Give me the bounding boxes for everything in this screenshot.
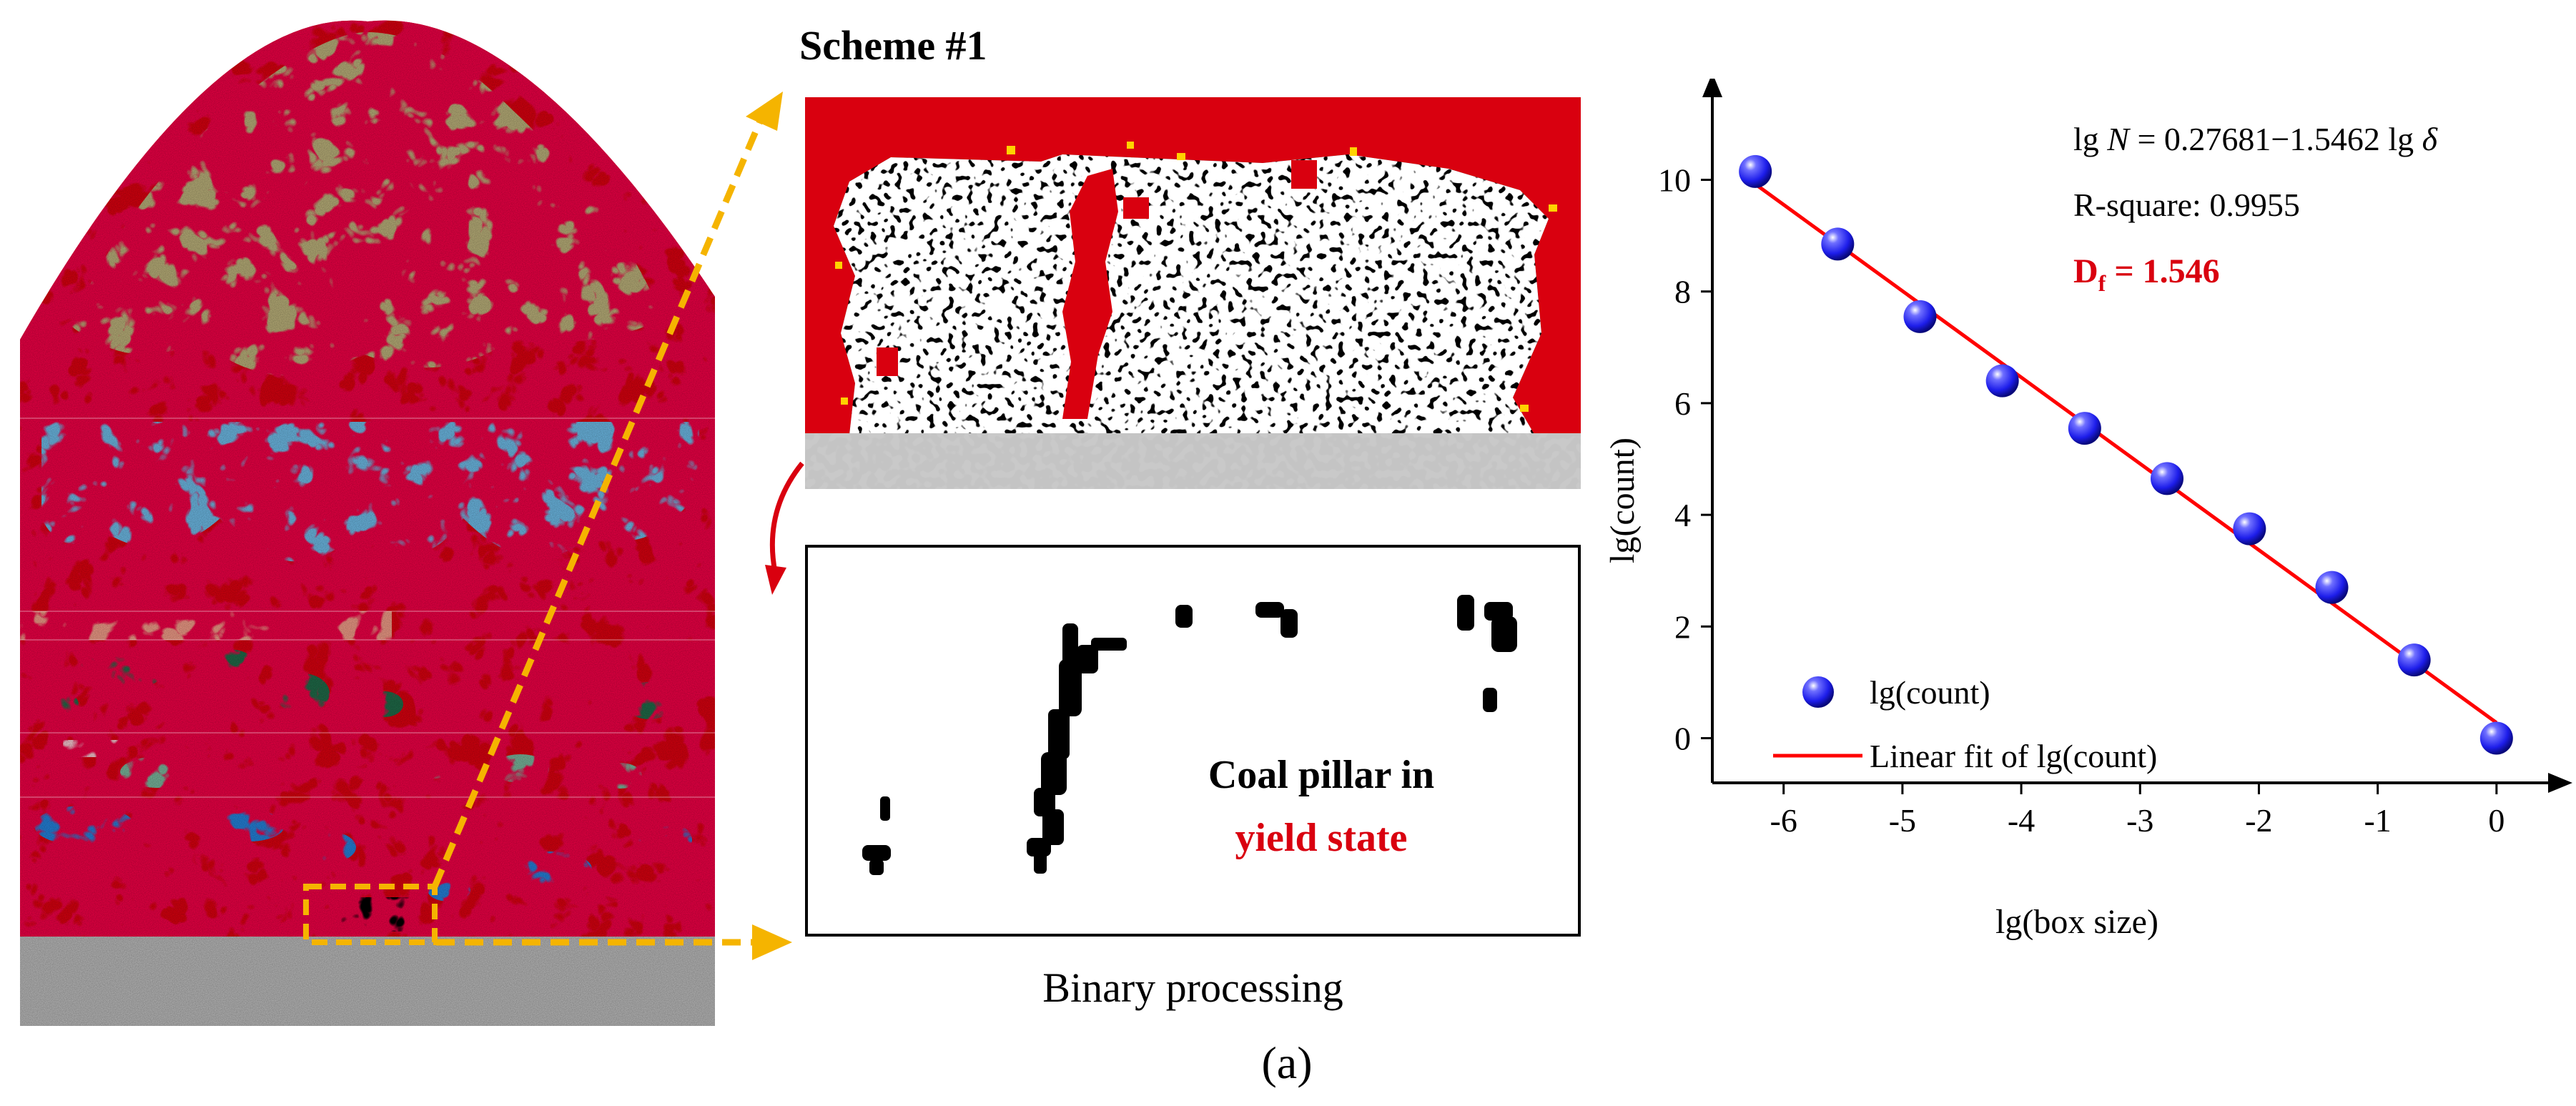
yield-cluster — [1491, 616, 1517, 652]
floor-particles — [805, 433, 1581, 489]
zoom-box — [303, 884, 438, 945]
x-tick-label: -3 — [2126, 802, 2153, 839]
y-tick-label: 10 — [1658, 162, 1691, 199]
figure-label: (a) — [1261, 1037, 1313, 1088]
particle-grain — [20, 20, 715, 1026]
edge-particle — [835, 262, 842, 269]
data-point — [2315, 571, 2349, 604]
edge-particle — [1007, 146, 1015, 154]
y-tick-label: 6 — [1674, 385, 1691, 422]
x-axis-arrowhead — [2548, 773, 2572, 793]
fractal-dimension: Df = 1.546 — [2073, 252, 2220, 296]
x-tick-label: -6 — [1770, 802, 1797, 839]
x-tick-label: -5 — [1889, 802, 1916, 839]
x-tick-label: -4 — [2008, 802, 2035, 839]
data-point — [1903, 300, 1937, 333]
data-point — [1985, 364, 2019, 398]
binary-image-panel: Coal pillar in yield state — [805, 545, 1581, 937]
pillar-particles — [834, 154, 1549, 448]
edge-particle — [1549, 204, 1557, 212]
data-point — [2397, 643, 2431, 677]
data-point — [2479, 721, 2513, 755]
data-point — [2150, 462, 2183, 495]
yield-cluster — [1484, 602, 1513, 621]
data-point — [1739, 154, 1772, 188]
pillar-label-line1: Coal pillar in — [1208, 753, 1434, 797]
yield-spot — [1291, 160, 1317, 189]
yield-cluster — [1041, 752, 1067, 795]
yield-spot — [1123, 197, 1149, 219]
legend-label-line: Linear fit of lg(count) — [1870, 738, 2157, 774]
yield-cluster — [1255, 602, 1284, 618]
edge-particle — [1350, 147, 1357, 156]
processing-arrow — [769, 461, 804, 573]
fractal-dimension-chart: -6 -5 -4 -3 -2 -1 0 0 2 4 6 8 10 lg(count) lg(box si… — [1604, 73, 2576, 958]
legend-marker-scatter — [1802, 676, 1834, 708]
scheme-title: Scheme #1 — [799, 22, 987, 69]
yield-cluster — [1483, 688, 1497, 712]
yield-spot — [877, 347, 898, 376]
yield-cluster — [1280, 609, 1298, 638]
x-tick-label: 0 — [2488, 802, 2505, 839]
y-tick-label: 4 — [1674, 497, 1691, 533]
yield-cluster — [1062, 623, 1078, 666]
chart-marks — [1739, 154, 2513, 755]
arrow-head-upper — [746, 92, 783, 131]
yield-cluster — [1027, 838, 1051, 856]
yield-cluster — [1091, 638, 1127, 651]
edge-particle — [1127, 142, 1134, 149]
arrow-head-lower — [752, 924, 792, 960]
yield-cluster — [1048, 709, 1070, 759]
model-strata — [20, 20, 715, 1026]
r-square: R-square: 0.9955 — [2073, 187, 2300, 223]
data-point — [1821, 227, 1855, 261]
numerical-model-image — [20, 18, 715, 1026]
internal-yield-band — [1062, 169, 1118, 419]
zoom-arrow-upper — [431, 117, 765, 888]
x-tick-label: -2 — [2245, 802, 2272, 839]
y-tick-label: 0 — [1674, 721, 1691, 757]
legend-label-scatter: lg(count) — [1870, 674, 1990, 711]
binary-caption: Binary processing — [1042, 964, 1343, 1011]
y-tick-label: 8 — [1674, 274, 1691, 310]
edge-particle — [1177, 153, 1185, 160]
binary-frame — [805, 545, 1581, 937]
data-point — [2068, 412, 2101, 445]
fit-line — [1754, 182, 2498, 724]
zoomed-pillar-image — [805, 97, 1581, 489]
chart-axes: -6 -5 -4 -3 -2 -1 0 0 2 4 6 8 10 — [1658, 73, 2572, 839]
yield-cluster — [1034, 852, 1047, 874]
yield-cluster — [869, 859, 884, 875]
y-tick-label: 2 — [1674, 608, 1691, 645]
pillar-label-line2: yield state — [1235, 816, 1407, 860]
edge-particle — [1520, 405, 1529, 412]
x-tick-label: -1 — [2364, 802, 2391, 839]
x-axis-label: lg(box size) — [1995, 903, 2158, 941]
y-axis-arrowhead — [1702, 73, 1722, 97]
y-axis-label: lg(count) — [1609, 438, 1642, 563]
yield-clusters — [862, 595, 1517, 875]
data-point — [2233, 512, 2266, 545]
chart-legend: lg(count) Linear fit of lg(count) — [1773, 674, 2157, 774]
processing-arrow-head — [765, 565, 786, 595]
fit-equation: lg N = 0.27681−1.5462 lg δ — [2073, 121, 2438, 157]
yield-cluster — [1457, 595, 1474, 631]
yield-cluster — [1077, 645, 1098, 673]
yield-cluster — [880, 796, 890, 821]
yield-cluster — [1042, 809, 1064, 845]
yield-cluster — [1059, 659, 1082, 716]
edge-particle — [841, 398, 848, 405]
yield-cluster — [862, 845, 891, 861]
yield-cluster — [1175, 605, 1193, 628]
